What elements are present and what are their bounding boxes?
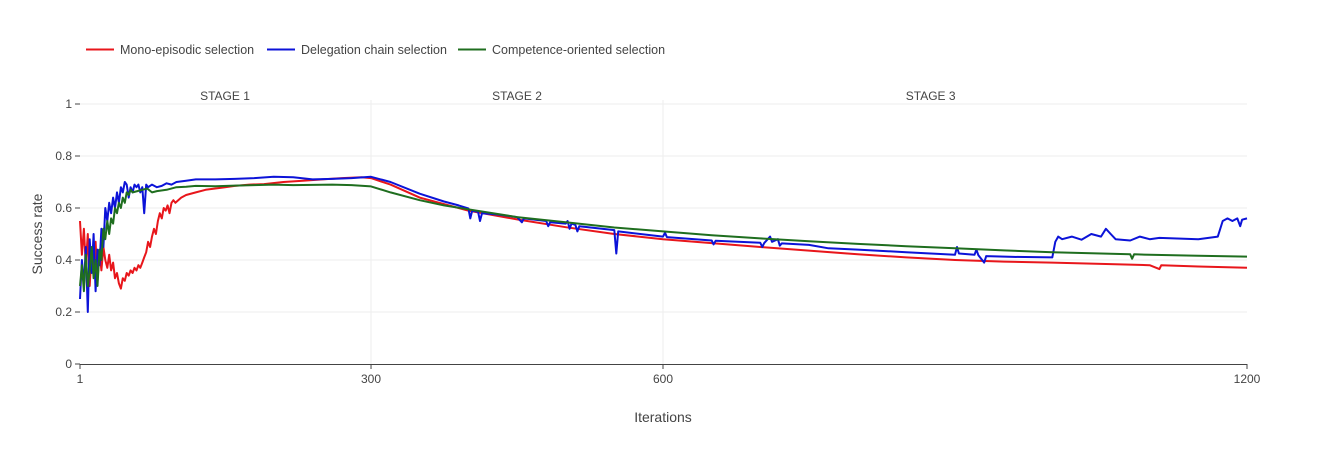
legend-item-2[interactable]: Delegation chain selection [267,43,447,57]
y-tick-label: 0.6 [55,201,72,215]
series-line-3 [79,183,1248,293]
y-axis-label: Success rate [29,193,45,274]
series-line-2 [79,175,1248,313]
y-tick-label: 0 [65,357,72,371]
y-tick-label: 1 [65,97,72,111]
x-tick-label: 1200 [1234,372,1261,386]
legend-item-1[interactable]: Mono-episodic selection [86,43,254,57]
x-axis-ticks: 1 300 600 1200 [77,364,1261,386]
y-axis-ticks: 0 0.2 0.4 0.6 0.8 1 [55,97,80,371]
x-axis-label: Iterations [634,409,692,425]
y-tick-label: 0.8 [55,149,72,163]
x-tick-label: 1 [77,372,84,386]
legend: Mono-episodic selection Delegation chain … [86,43,665,57]
plot-area [79,175,1248,313]
series-line-1 [79,176,1248,290]
legend-label: Mono-episodic selection [120,43,254,57]
x-tick-label: 600 [653,372,673,386]
legend-label: Delegation chain selection [301,43,447,57]
stage-label: STAGE 2 [492,89,542,103]
y-tick-label: 0.2 [55,305,72,319]
legend-item-3[interactable]: Competence-oriented selection [458,43,665,57]
stage-label: STAGE 3 [906,89,956,103]
stage-label: STAGE 1 [200,89,250,103]
stage-labels: STAGE 1 STAGE 2 STAGE 3 [200,89,956,103]
y-tick-label: 0.4 [55,253,72,267]
x-tick-label: 300 [361,372,381,386]
legend-label: Competence-oriented selection [492,43,665,57]
